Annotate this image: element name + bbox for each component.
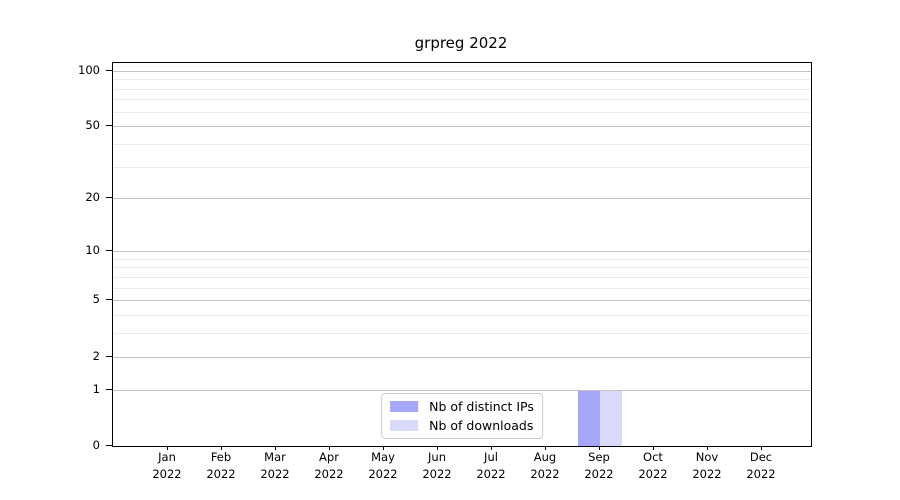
x-tick-label: May 2022 [355, 449, 411, 482]
x-tick-label: Nov 2022 [679, 449, 735, 482]
legend-item-downloads: Nb of downloads [390, 418, 534, 433]
x-tick-month: Dec [749, 450, 773, 464]
gridline-minor [113, 99, 811, 101]
x-tick-year: 2022 [530, 466, 560, 481]
y-tick-label: 50 [85, 118, 100, 133]
x-tick-year: 2022 [314, 466, 344, 481]
gridline-minor [113, 258, 811, 260]
y-tick-label: 20 [85, 190, 100, 205]
gridline-major [113, 356, 811, 358]
gridline-minor [113, 267, 811, 269]
y-tick-label: 5 [92, 292, 100, 307]
y-tick-label: 10 [85, 242, 100, 257]
x-tick-label: Mar 2022 [247, 449, 303, 482]
gridline-major [113, 126, 811, 128]
y-tick-label: 2 [92, 348, 100, 363]
x-tick-month: Nov [695, 450, 719, 464]
x-tick-month: Aug [533, 450, 557, 464]
y-tick-mark [106, 445, 112, 446]
y-tick-label: 100 [78, 62, 100, 77]
x-tick-label: Feb 2022 [193, 449, 249, 482]
x-tick-label: Dec 2022 [733, 449, 789, 482]
legend: Nb of distinct IPs Nb of downloads [381, 393, 543, 439]
x-tick-year: 2022 [422, 466, 452, 481]
y-tick-mark [106, 69, 112, 71]
y-tick-mark [106, 249, 112, 251]
gridline-minor [113, 111, 811, 113]
y-tick-mark [106, 125, 112, 127]
x-tick-mark [545, 446, 546, 450]
gridline-minor [113, 166, 811, 168]
bar-distinct-ips [578, 389, 600, 446]
x-tick-label: Jan 2022 [139, 449, 195, 482]
x-tick-year: 2022 [260, 466, 290, 481]
gridline-minor [113, 88, 811, 90]
x-tick-month: Jul [484, 450, 498, 464]
legend-item-distinct-ips: Nb of distinct IPs [390, 399, 534, 414]
y-tick-label: 0 [92, 438, 100, 452]
y-tick-mark [106, 388, 112, 390]
x-tick-month: Jun [428, 450, 446, 464]
x-tick-label: Oct 2022 [625, 449, 681, 482]
x-tick-month: Jan [158, 450, 176, 464]
x-tick-label: Apr 2022 [301, 449, 357, 482]
x-tick-label: Sep 2022 [571, 449, 627, 482]
x-tick-month: Feb [210, 450, 232, 464]
x-tick-month: May [371, 450, 395, 464]
x-tick-year: 2022 [152, 466, 182, 481]
x-tick-year: 2022 [206, 466, 236, 481]
gridline-minor [113, 79, 811, 81]
gridline-major [113, 198, 811, 200]
x-tick-year: 2022 [584, 466, 614, 481]
x-tick-month: Sep [588, 450, 610, 464]
x-tick-mark [329, 446, 330, 450]
x-tick-mark [437, 446, 438, 450]
x-tick-month: Oct [643, 450, 663, 464]
x-tick-month: Apr [319, 450, 339, 464]
plot-area: Nb of distinct IPs Nb of downloads [112, 62, 812, 447]
gridline-major [113, 250, 811, 252]
legend-label-downloads: Nb of downloads [429, 418, 534, 433]
y-tick-label: 1 [92, 381, 100, 396]
x-tick-year: 2022 [476, 466, 506, 481]
x-tick-month: Mar [264, 450, 286, 464]
x-tick-year: 2022 [746, 466, 776, 481]
legend-label-distinct-ips: Nb of distinct IPs [429, 399, 534, 414]
gridline-minor [113, 276, 811, 278]
gridline-minor [113, 143, 811, 145]
x-tick-mark [599, 446, 600, 450]
x-tick-mark [653, 446, 654, 450]
gridline-minor [113, 287, 811, 289]
gridline-major [113, 389, 811, 391]
chart-title: grpreg 2022 [414, 34, 508, 52]
x-tick-mark [707, 446, 708, 450]
legend-swatch-downloads [390, 420, 419, 431]
bars-layer [113, 63, 811, 446]
bar-downloads [600, 389, 622, 446]
x-tick-mark [383, 446, 384, 450]
gridline-major [113, 70, 811, 72]
x-tick-year: 2022 [638, 466, 668, 481]
x-tick-mark [491, 446, 492, 450]
y-tick-mark [106, 355, 112, 357]
gridlines-layer [113, 63, 811, 446]
x-tick-label: Jul 2022 [463, 449, 519, 482]
gridline-major [113, 300, 811, 302]
legend-swatch-distinct-ips [390, 401, 419, 412]
x-tick-mark [761, 446, 762, 450]
y-tick-mark [106, 299, 112, 301]
x-tick-year: 2022 [692, 466, 722, 481]
x-tick-label: Aug 2022 [517, 449, 573, 482]
x-tick-mark [275, 446, 276, 450]
y-tick-mark [106, 197, 112, 199]
x-tick-mark [167, 446, 168, 450]
x-tick-label: Jun 2022 [409, 449, 465, 482]
gridline-minor [113, 315, 811, 317]
x-tick-year: 2022 [368, 466, 398, 481]
x-tick-mark [221, 446, 222, 450]
gridline-minor [113, 333, 811, 335]
